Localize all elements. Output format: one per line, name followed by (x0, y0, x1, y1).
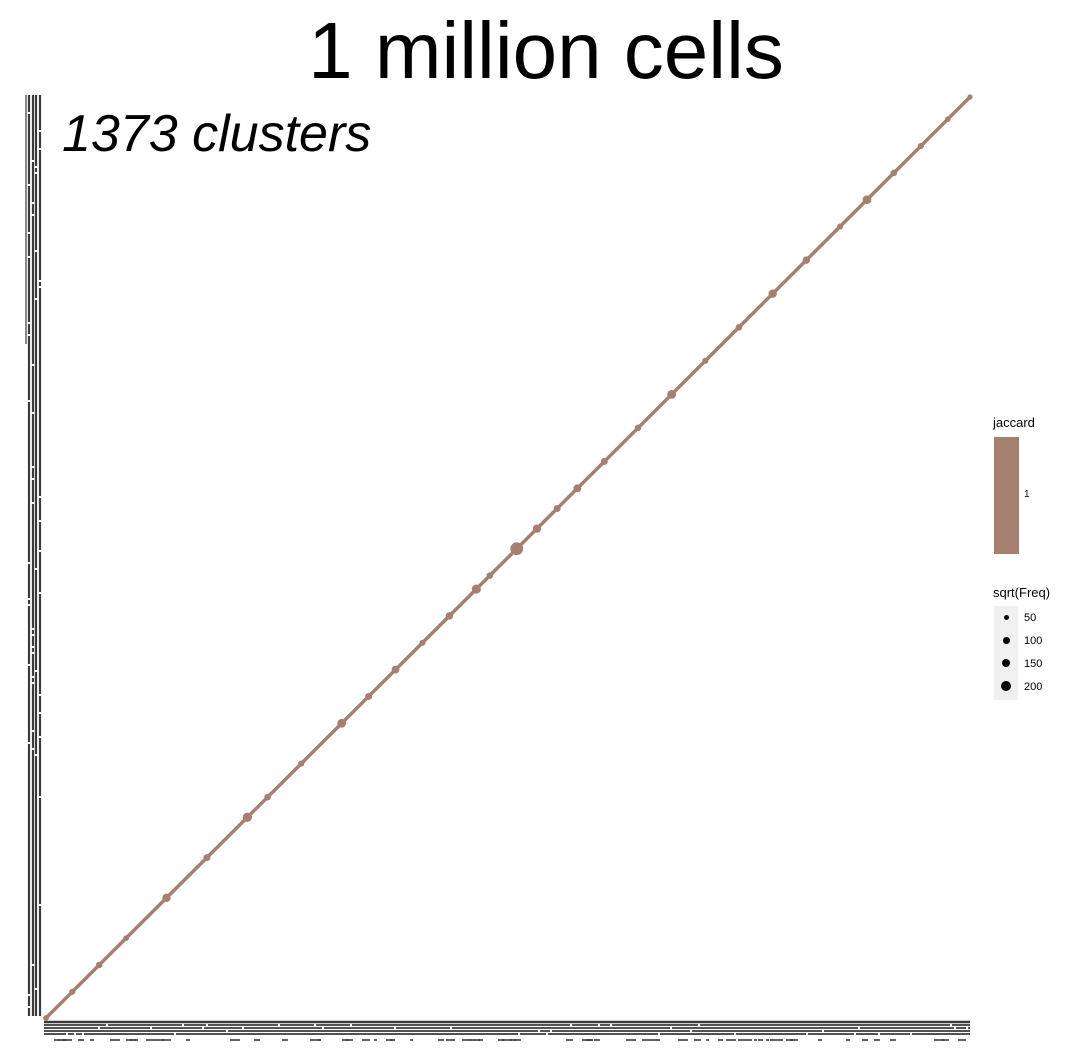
data-point (471, 584, 481, 594)
data-point (967, 94, 973, 100)
data-point (768, 289, 777, 298)
data-point (702, 357, 709, 364)
data-point (298, 760, 305, 767)
page-title: 1 million cells (308, 6, 784, 95)
legend-size-dot (1003, 637, 1010, 644)
legend-size-title: sqrt(Freq) (993, 585, 1051, 600)
legend-size-label: 150 (1024, 658, 1043, 670)
legend-size-keys: 50 100 150 200 (994, 606, 1042, 700)
legend-size-row: 150 (994, 652, 1042, 675)
data-point (264, 793, 271, 801)
data-point (944, 116, 951, 122)
legend-size-label: 200 (1024, 681, 1043, 693)
legend-color-bar (994, 437, 1019, 554)
data-point (203, 854, 211, 862)
diagonal-points (44, 95, 972, 1020)
x-axis-ticks (44, 1020, 970, 1041)
legend-size-dot (1004, 615, 1009, 620)
data-point (162, 893, 171, 903)
data-point (553, 504, 561, 512)
data-point (600, 458, 608, 466)
data-point (337, 718, 347, 728)
legend-size-label: 50 (1024, 612, 1037, 624)
data-point (802, 256, 811, 264)
data-point (573, 484, 582, 493)
data-point (43, 1015, 49, 1021)
legend-size-row: 100 (994, 629, 1042, 652)
data-point (917, 142, 924, 150)
data-points (43, 94, 973, 1021)
data-point (242, 812, 252, 822)
y-axis-ticks (25, 95, 42, 1016)
legend-size-dot (1001, 681, 1011, 691)
data-point (419, 639, 426, 646)
data-point (890, 169, 898, 177)
data-point (391, 665, 400, 674)
data-point (667, 389, 677, 399)
legend-size-row: 50 (994, 606, 1036, 629)
data-point (862, 195, 872, 205)
data-point (445, 612, 454, 620)
chart-subtitle: 1373 clusters (62, 105, 372, 163)
legend-size-label: 100 (1024, 635, 1043, 647)
data-point (69, 988, 76, 995)
legend-size-row: 200 (994, 675, 1042, 698)
data-point (735, 323, 743, 331)
data-point (95, 961, 103, 969)
data-point (123, 935, 129, 941)
legend-color-label: 1 (1024, 489, 1030, 500)
legend-size-dot (1002, 659, 1010, 667)
data-point (634, 424, 642, 432)
data-point (836, 223, 844, 230)
data-point (510, 542, 524, 556)
data-point (532, 524, 542, 533)
legend-color-title: jaccard (993, 415, 1035, 430)
data-point (365, 692, 373, 700)
data-point (486, 572, 494, 579)
